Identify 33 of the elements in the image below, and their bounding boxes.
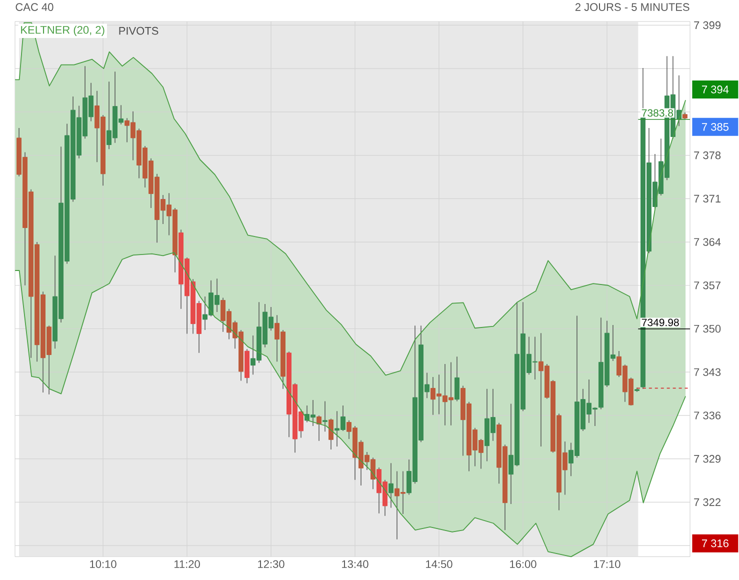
y-tick-label: 7 371 — [694, 194, 721, 203]
x-tick-label: 13:40 — [342, 560, 368, 568]
text: 7 316 — [702, 539, 728, 548]
y-tick-label: 7 357 — [694, 281, 720, 290]
line-series — [14, 252, 686, 558]
x-tick-label: 16:00 — [510, 560, 536, 568]
x-tick-label: 10:10 — [90, 560, 116, 568]
y-tick-label: 7 336 — [694, 412, 721, 420]
candlestick — [322, 400, 328, 432]
y-tick-label: 7 364 — [694, 238, 721, 246]
y-tick-label: 7 322 — [694, 498, 720, 506]
candlestick — [454, 356, 460, 402]
y-tick-label: 7 399 — [694, 21, 721, 30]
text: 7 394 — [702, 86, 729, 94]
x-tick-label: 17:10 — [594, 560, 620, 568]
y-tick-label: 7 350 — [694, 324, 721, 333]
text: 7 385 — [702, 123, 728, 131]
chart-subtitle: 2 JOURS - 5 MINUTES — [575, 3, 690, 11]
x-tick-label: 11:20 — [174, 560, 200, 568]
candlestick — [388, 462, 394, 508]
y-tick-label: 7 329 — [694, 454, 721, 463]
series-label: KELTNER (20, 2) — [21, 26, 104, 36]
chart-title: CAC 40 — [16, 3, 54, 11]
ref-line-label: 7383.8 — [642, 109, 674, 117]
y-tick-label: 7 378 — [694, 151, 721, 160]
x-tick-label: 14:50 — [426, 560, 452, 568]
ref-line-label: 7349.98 — [642, 318, 679, 326]
x-tick-label: 12:30 — [258, 560, 284, 568]
annotation: PIVOTS — [119, 26, 158, 35]
line-series — [14, 22, 686, 376]
y-tick-label: 7 343 — [694, 368, 721, 376]
candlestick — [328, 418, 334, 450]
candlestick — [316, 415, 322, 442]
